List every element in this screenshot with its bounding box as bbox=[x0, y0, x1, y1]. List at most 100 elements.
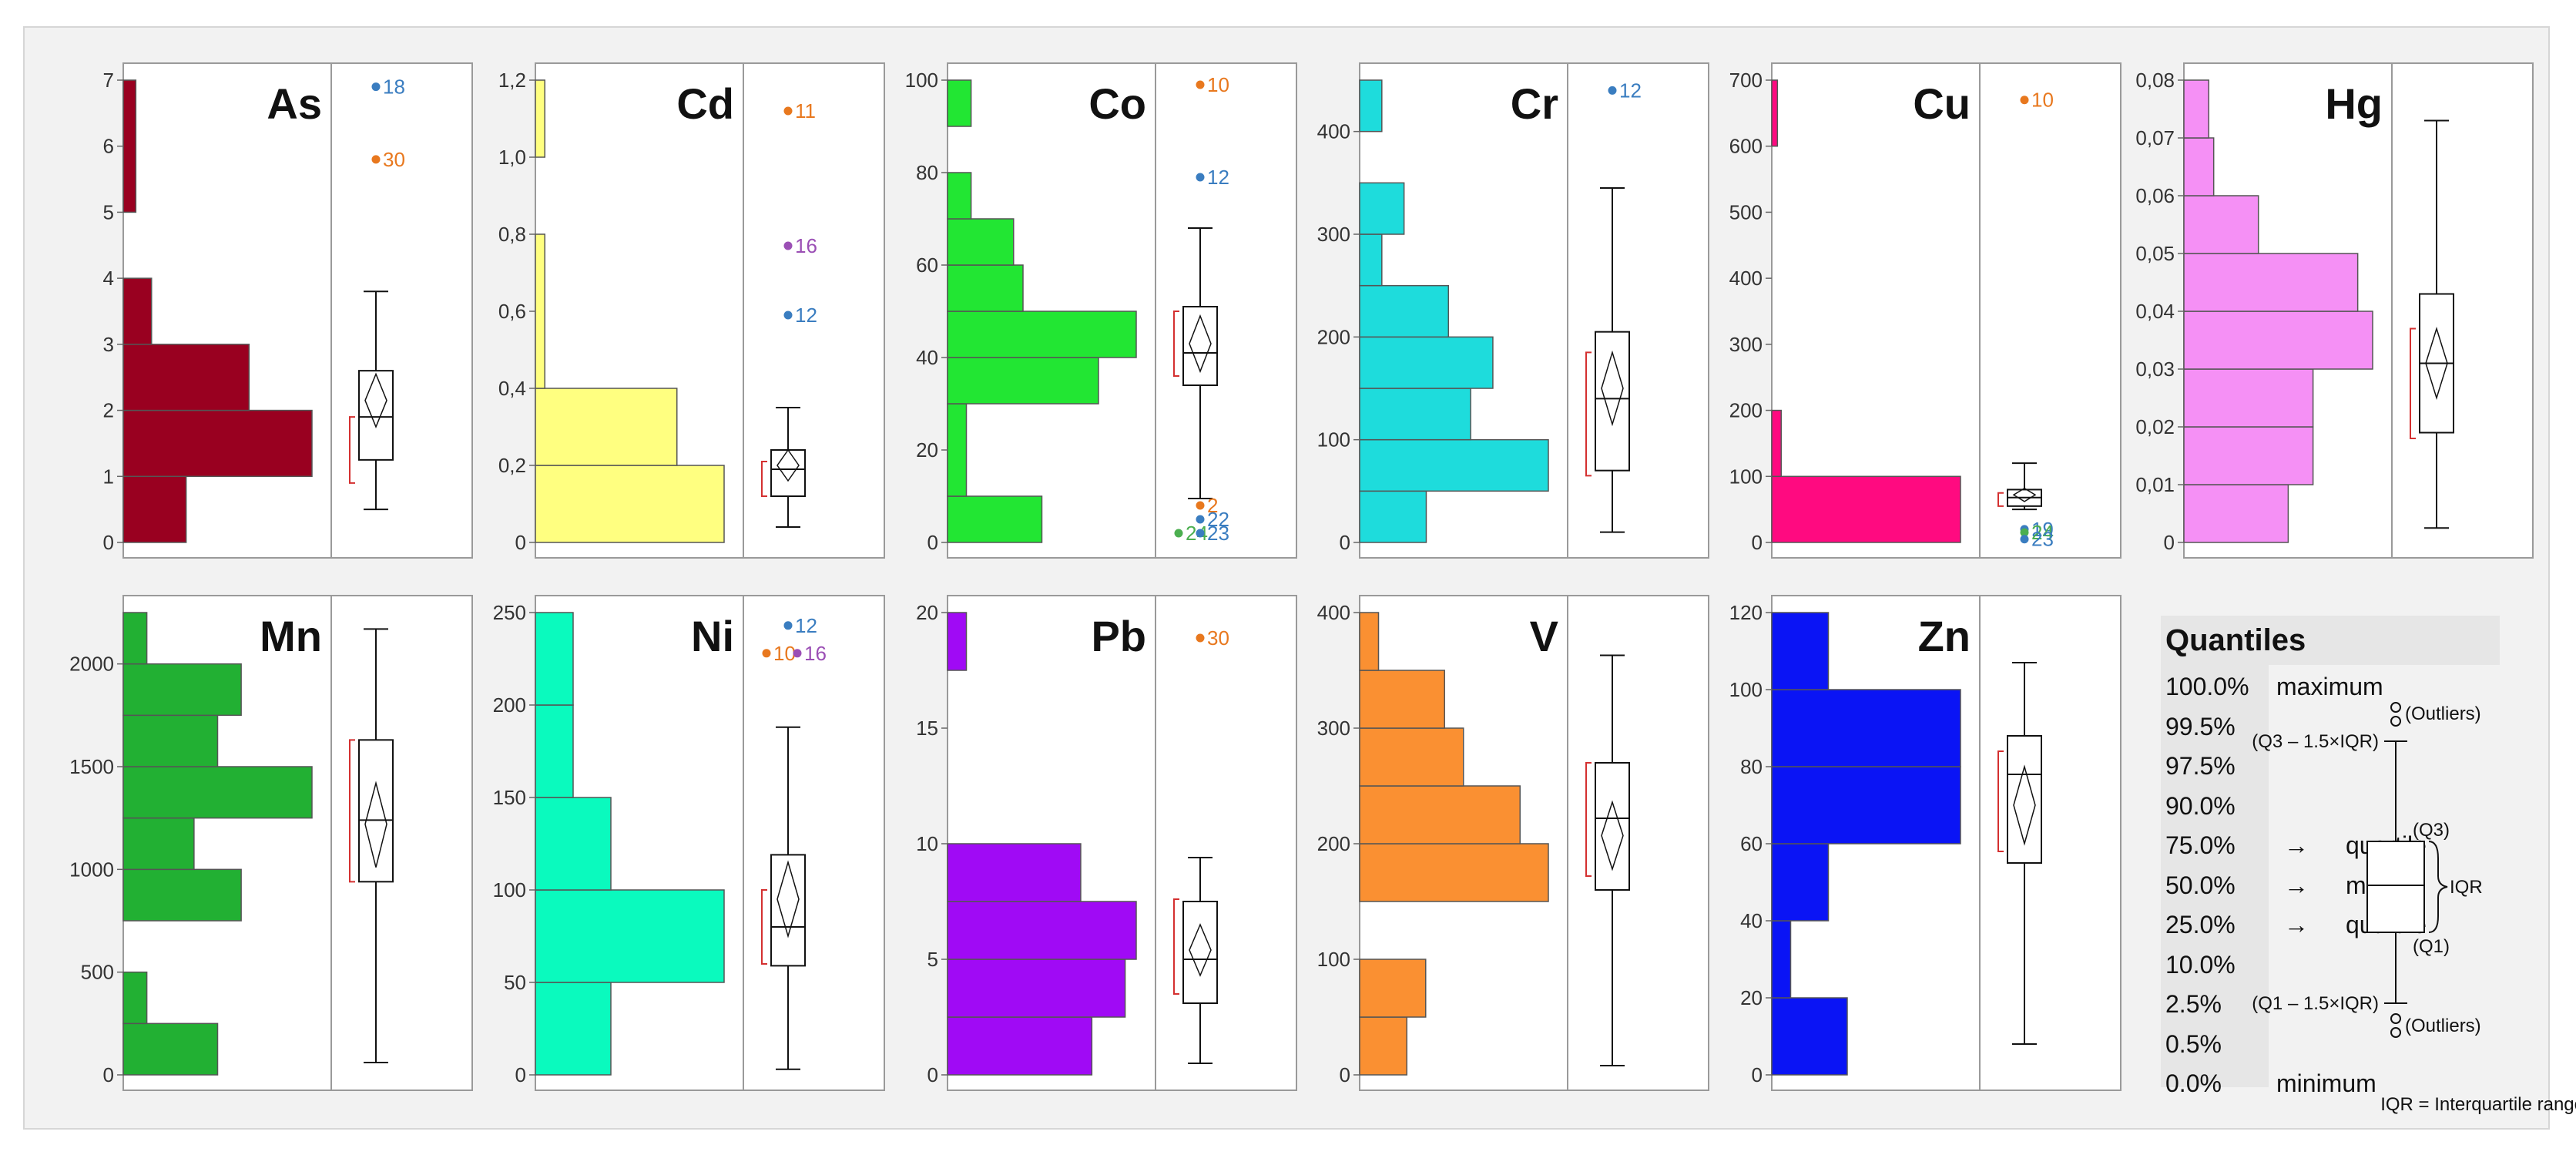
histogram-bar bbox=[1359, 284, 1450, 338]
y-tick-label: 200 bbox=[1317, 832, 1350, 855]
outlier-circle bbox=[2390, 702, 2401, 713]
chart-cr: 0 100 200 300 400 Cr 12 bbox=[1317, 62, 1709, 559]
y-tick-label: 60 bbox=[916, 253, 938, 277]
quantile-note: minimum bbox=[2276, 1069, 2376, 1097]
quantiles-percent-column bbox=[2161, 665, 2269, 1087]
quantile-percent: 100.0% bbox=[2165, 673, 2249, 700]
outlier-label: 30 bbox=[383, 148, 405, 171]
y-tick-label: 100 bbox=[905, 69, 938, 92]
histogram-bar bbox=[1771, 79, 1779, 147]
chart-title: Mn bbox=[260, 612, 322, 660]
y-tick-label: 0,06 bbox=[2135, 184, 2175, 207]
quantile-percent: 0.5% bbox=[2165, 1029, 2222, 1058]
shortest-half-bracket bbox=[349, 416, 355, 484]
quantile-percent: 10.0% bbox=[2165, 950, 2236, 979]
histogram-bar bbox=[947, 172, 972, 220]
arrow-icon: → bbox=[2284, 871, 2309, 899]
mean-diamond bbox=[1189, 923, 1212, 977]
y-tick-label: 700 bbox=[1729, 69, 1763, 92]
iqr-box bbox=[358, 370, 394, 461]
y-tick-label: 0,01 bbox=[2135, 473, 2175, 496]
histogram-bar bbox=[2183, 195, 2259, 254]
figure-panel: 0 1 2 3 4 5 6 7 As 18 30 0 0,2 0,4 0,6 0,8 1,0 1,2 Cd 11 16 1… bbox=[23, 26, 2576, 1130]
shortest-half-bracket bbox=[349, 739, 355, 883]
histogram-bar bbox=[947, 495, 1043, 543]
y-tick-label: 50 bbox=[504, 971, 526, 994]
quantile-percent: 97.5% bbox=[2165, 752, 2236, 780]
shortest-half-bracket bbox=[1585, 351, 1592, 477]
shortest-half-bracket bbox=[1997, 492, 2004, 507]
histogram-bar bbox=[122, 1022, 219, 1076]
shortest-half-bracket bbox=[1173, 311, 1179, 377]
chart-title: As bbox=[267, 79, 322, 128]
mean-diamond bbox=[364, 781, 387, 868]
y-tick-label: 2 bbox=[103, 399, 114, 422]
quantile-percent: 25.0% bbox=[2165, 911, 2236, 938]
outlier-point bbox=[1196, 173, 1205, 182]
shortest-half-bracket bbox=[761, 889, 767, 965]
diagram-box bbox=[2366, 841, 2425, 933]
y-tick-label: 0,08 bbox=[2135, 69, 2175, 92]
histogram-bar bbox=[1771, 475, 1961, 543]
histogram-bar bbox=[2183, 368, 2314, 428]
y-tick-label: 20 bbox=[916, 601, 938, 624]
outlier-point bbox=[2020, 535, 2029, 544]
histogram-bar bbox=[1359, 182, 1405, 235]
histogram-bar bbox=[535, 889, 725, 983]
histogram-bar bbox=[535, 388, 678, 466]
outlier-label: 30 bbox=[1207, 626, 1229, 650]
outlier-label: 24 bbox=[2031, 521, 2054, 544]
histogram-bar bbox=[1359, 438, 1549, 492]
y-tick-label: 0 bbox=[927, 531, 938, 554]
quantile-percent: 75.0% bbox=[2165, 831, 2236, 859]
quantiles-title: Quantiles bbox=[2161, 616, 2500, 665]
iqr-box bbox=[770, 854, 806, 967]
histogram-bar bbox=[122, 277, 153, 345]
histogram-bar bbox=[122, 663, 242, 717]
y-tick-label: 100 bbox=[1317, 428, 1350, 452]
shortest-half-bracket bbox=[1997, 750, 2004, 852]
outlier-point bbox=[2020, 528, 2029, 537]
chart-title: Ni bbox=[691, 612, 734, 660]
iqr-brace bbox=[2428, 841, 2448, 933]
iqr-footnote: IQR = Interquartile range bbox=[2380, 1094, 2576, 1115]
y-tick-label: 10 bbox=[916, 832, 938, 855]
outlier-circle bbox=[2390, 1027, 2401, 1038]
y-tick-label: 500 bbox=[81, 961, 114, 984]
y-tick-label: 300 bbox=[1317, 223, 1350, 246]
histogram-bar bbox=[2183, 79, 2209, 139]
iqr-box bbox=[1182, 901, 1218, 1004]
histogram-bar bbox=[122, 79, 137, 213]
y-tick-label: 1,0 bbox=[498, 146, 526, 169]
y-tick-label: 200 bbox=[1729, 399, 1763, 422]
y-tick-label: 0 bbox=[103, 531, 114, 554]
outlier-circle bbox=[2390, 1013, 2401, 1024]
mean-diamond bbox=[2013, 764, 2036, 846]
y-tick-label: 4 bbox=[103, 267, 114, 290]
y-tick-label: 2000 bbox=[69, 653, 114, 676]
outlier-point bbox=[1174, 529, 1183, 538]
mean-diamond bbox=[364, 372, 387, 428]
outlier-label: 2 bbox=[1207, 494, 1218, 517]
histogram-bar bbox=[1771, 997, 1848, 1076]
y-tick-label: 0 bbox=[1340, 1063, 1350, 1086]
chart-title: Co bbox=[1088, 79, 1146, 128]
outlier-label: 12 bbox=[1207, 166, 1229, 189]
y-tick-label: 400 bbox=[1317, 601, 1350, 624]
iqr-box bbox=[358, 739, 394, 883]
histogram-bar bbox=[947, 612, 968, 671]
y-tick-label: 200 bbox=[1317, 325, 1350, 348]
histogram-bar bbox=[1771, 843, 1830, 922]
mean-diamond bbox=[1601, 800, 1624, 871]
histogram-bar bbox=[1359, 79, 1383, 133]
iqr-box bbox=[770, 449, 806, 497]
outlier-point bbox=[371, 155, 381, 164]
histogram-bar bbox=[947, 218, 1015, 266]
y-tick-label: 1 bbox=[103, 465, 114, 488]
outlier-point bbox=[793, 649, 802, 658]
y-tick-label: 1000 bbox=[69, 858, 114, 881]
arrow-icon: → bbox=[2284, 911, 2309, 938]
outlier-label: 22 bbox=[1207, 508, 1229, 531]
